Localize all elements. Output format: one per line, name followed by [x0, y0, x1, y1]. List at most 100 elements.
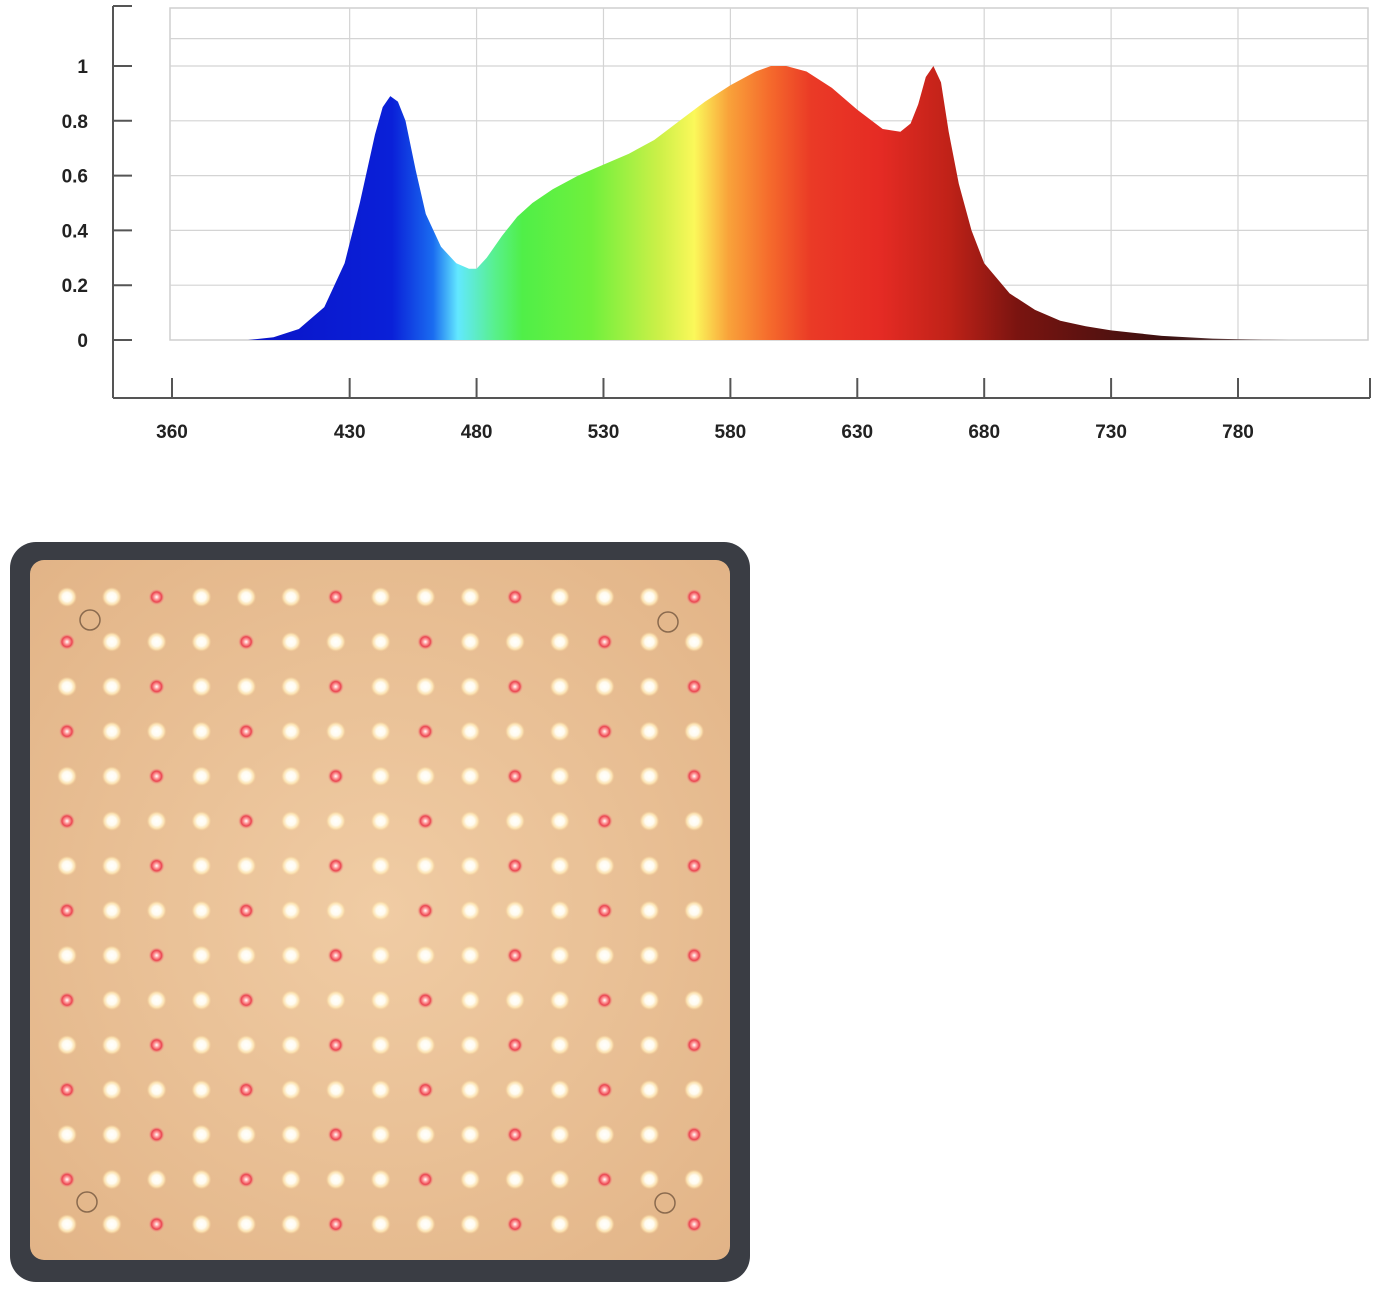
white-led: [549, 855, 570, 876]
white-led: [639, 766, 660, 787]
red-led: [237, 902, 255, 920]
red-led: [685, 1036, 703, 1054]
white-led: [370, 766, 391, 787]
white-led: [57, 1214, 77, 1235]
y-tick-label: 1: [77, 57, 88, 78]
white-led: [325, 811, 346, 831]
white-led: [325, 631, 346, 652]
white-led: [460, 676, 481, 697]
led-grow-light-panel: [10, 542, 750, 1282]
white-led: [549, 766, 570, 787]
white-led: [191, 900, 212, 921]
red-led: [327, 1036, 345, 1054]
red-led: [58, 633, 76, 651]
white-led: [191, 990, 212, 1011]
red-led: [416, 902, 434, 920]
white-led: [639, 587, 660, 607]
white-led: [594, 766, 615, 787]
white-led: [101, 1079, 122, 1100]
y-tick-labels: 0 0.2 0.4 0.6 0.8 1: [62, 57, 89, 352]
white-led: [370, 721, 391, 742]
red-led: [506, 857, 524, 875]
red-led: [58, 1170, 76, 1188]
white-led: [236, 676, 257, 697]
white-led: [281, 1035, 301, 1055]
white-led: [594, 1035, 615, 1055]
white-led: [236, 1124, 257, 1145]
red-led: [148, 1036, 166, 1054]
white-led: [639, 721, 660, 742]
x-tick-label: 480: [461, 422, 493, 443]
white-led: [101, 1124, 122, 1145]
white-led: [639, 990, 660, 1011]
white-led: [101, 676, 122, 697]
mounting-screws: [76, 609, 679, 1214]
white-led: [549, 676, 570, 697]
x-tick-label: 780: [1222, 422, 1254, 443]
white-led: [460, 1035, 481, 1055]
white-led: [191, 1214, 212, 1235]
white-led: [281, 945, 301, 966]
white-led: [146, 811, 167, 831]
screw-top-right: [657, 611, 679, 633]
white-led: [460, 945, 481, 966]
white-led: [236, 766, 257, 787]
white-led: [370, 990, 391, 1011]
white-led: [549, 1035, 570, 1055]
screw-bottom-left: [76, 1191, 98, 1213]
white-led: [325, 990, 346, 1011]
white-led: [549, 811, 570, 831]
white-led: [101, 1214, 122, 1235]
white-led: [505, 1169, 525, 1190]
white-led: [191, 766, 212, 787]
white-led: [370, 855, 391, 876]
red-led: [148, 1215, 166, 1233]
white-led: [281, 1124, 301, 1145]
white-led: [460, 1214, 481, 1235]
white-led: [146, 721, 167, 742]
red-led: [685, 767, 703, 785]
white-led: [639, 855, 660, 876]
white-led: [191, 1079, 212, 1100]
red-led: [596, 1081, 614, 1099]
white-led: [505, 811, 525, 831]
spectrum-chart: 0 0.2 0.4 0.6 0.8 1 360 430 480 530 580 630 680 730 7…: [62, 5, 1371, 443]
white-led: [684, 900, 705, 921]
white-led: [415, 1124, 436, 1145]
white-led: [191, 1169, 212, 1190]
white-led: [639, 1169, 660, 1190]
white-led: [460, 855, 481, 876]
white-led: [370, 1169, 391, 1190]
white-led: [57, 587, 77, 607]
white-led: [549, 721, 570, 742]
white-led: [415, 1035, 436, 1055]
white-led: [684, 1169, 705, 1190]
x-tick-labels: 360 430 480 530 580 630 680 730 780: [156, 422, 1254, 443]
white-led: [101, 811, 122, 831]
white-led: [639, 945, 660, 966]
white-led: [460, 587, 481, 607]
white-led: [415, 676, 436, 697]
red-led: [148, 857, 166, 875]
white-led: [684, 721, 705, 742]
red-led: [327, 678, 345, 696]
white-led: [684, 1079, 705, 1100]
white-led: [101, 766, 122, 787]
white-led: [594, 945, 615, 966]
red-led: [685, 1126, 703, 1144]
white-led: [281, 631, 301, 652]
white-led: [281, 1214, 301, 1235]
white-led: [505, 990, 525, 1011]
red-led: [148, 946, 166, 964]
red-led: [237, 722, 255, 740]
white-led: [236, 1035, 257, 1055]
white-led: [191, 1035, 212, 1055]
white-led: [236, 587, 257, 607]
red-led: [416, 633, 434, 651]
white-led: [57, 1035, 77, 1055]
white-led: [460, 990, 481, 1011]
white-led: [684, 631, 705, 652]
red-led: [596, 722, 614, 740]
white-led: [57, 1124, 77, 1145]
white-led: [594, 587, 615, 607]
